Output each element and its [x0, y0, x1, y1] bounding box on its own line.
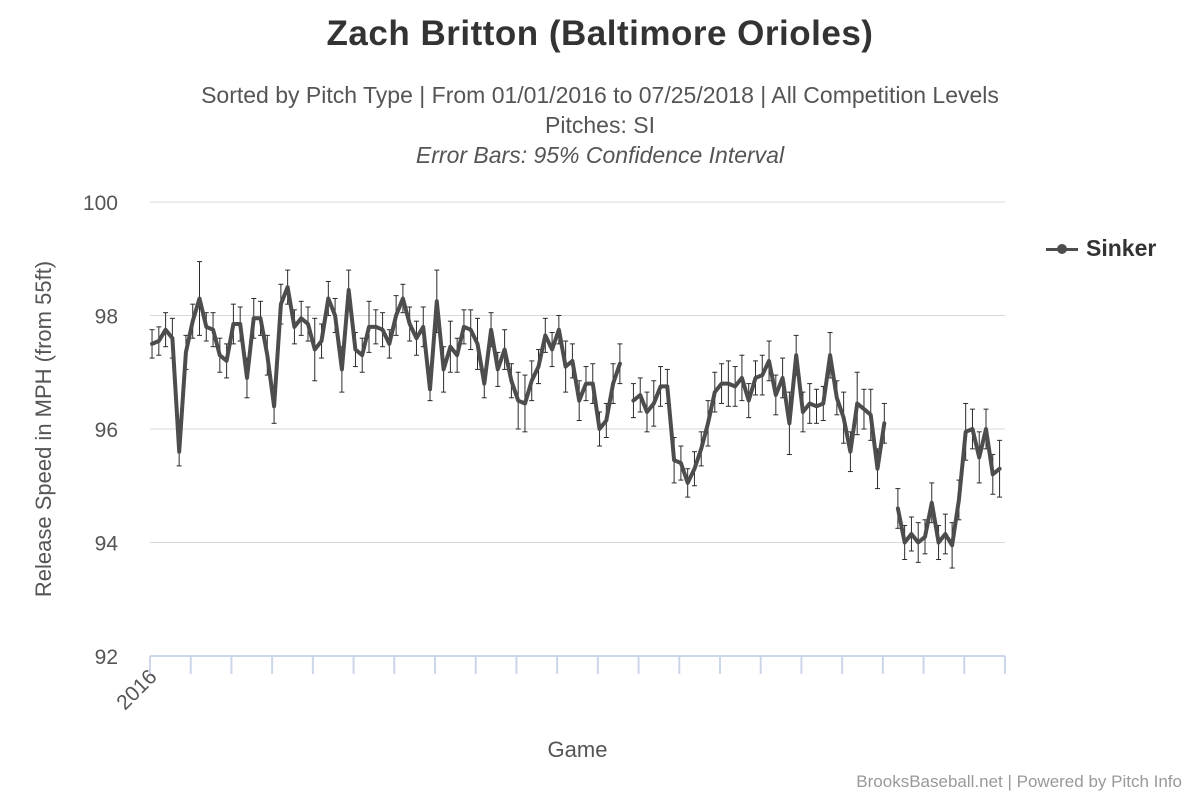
y-tick-label: 98 [95, 306, 118, 329]
y-axis-title: Release Speed in MPH (from 55ft) [31, 261, 56, 597]
chart-subtitle: Sorted by Pitch Type | From 01/01/2016 t… [201, 82, 999, 108]
chart-title: Zach Britton (Baltimore Orioles) [326, 14, 874, 53]
legend-label: Sinker [1086, 235, 1157, 261]
sinker-series-line [631, 353, 887, 485]
sinker-series-line [150, 285, 622, 454]
chart-subtitle-pitches: Pitches: SI [545, 112, 655, 138]
x-tick-label: 2016 [112, 665, 161, 714]
y-tick-label: 92 [95, 646, 118, 669]
chart-subtitle-error-bars: Error Bars: 95% Confidence Interval [415, 142, 785, 168]
y-tick-label: 96 [95, 419, 118, 442]
y-tick-label: 100 [83, 192, 118, 215]
y-tick-label: 94 [95, 533, 119, 556]
legend-symbol [1046, 237, 1078, 261]
x-axis-title: Game [548, 737, 608, 762]
legend-item-sinker[interactable]: Sinker [1046, 235, 1156, 262]
credits-text[interactable]: BrooksBaseball.net | Powered by Pitch In… [856, 772, 1182, 791]
sinker-series-line [895, 427, 1002, 548]
